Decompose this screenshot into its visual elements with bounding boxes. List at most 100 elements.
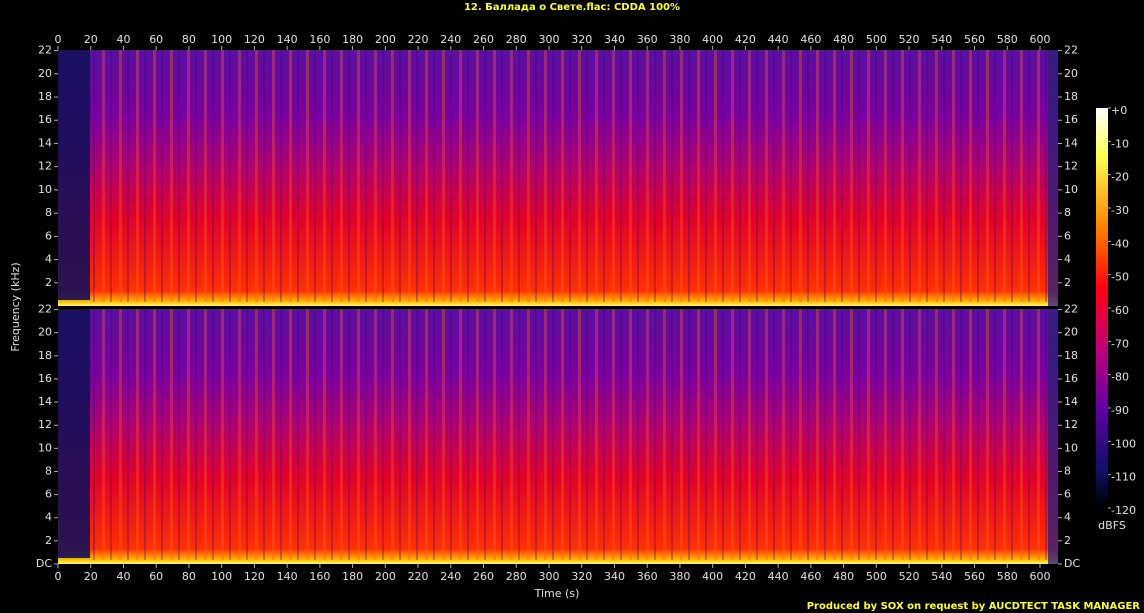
y-tick-label: 4 xyxy=(1064,511,1071,524)
x-tick-label: 40 xyxy=(116,570,130,583)
x-tick-label: 0 xyxy=(55,570,62,583)
x-tick-label: 480 xyxy=(833,33,854,46)
x-tick-label: 180 xyxy=(342,570,363,583)
x-tick-label: 520 xyxy=(899,570,920,583)
colorbar-tick-label: -50 xyxy=(1111,271,1129,284)
x-tick-label: 120 xyxy=(244,33,265,46)
y-tick-label: 4 xyxy=(45,511,52,524)
y-tick-label: 6 xyxy=(1064,488,1071,501)
x-tick-label: 260 xyxy=(473,570,494,583)
colorbar-tick-label: -120 xyxy=(1111,504,1136,517)
x-tick-label: 500 xyxy=(866,33,887,46)
colorbar-tick-label: -110 xyxy=(1111,471,1136,484)
x-tick-label: 60 xyxy=(149,570,163,583)
x-tick-label: 140 xyxy=(277,33,298,46)
x-tick-label: 580 xyxy=(997,570,1018,583)
y-tick-label: 18 xyxy=(38,349,52,362)
colorbar xyxy=(1096,108,1108,508)
colorbar-tick-label: -80 xyxy=(1111,371,1129,384)
y-tick-label: 14 xyxy=(1064,136,1078,149)
x-tick-label: 540 xyxy=(931,33,952,46)
footer: Produced by SOX on request by AUCDTECT T… xyxy=(807,601,1141,612)
x-tick-label: 380 xyxy=(669,570,690,583)
x-tick-label: 420 xyxy=(735,570,756,583)
x-tick-label: 200 xyxy=(375,33,396,46)
y-tick-label: 16 xyxy=(38,372,52,385)
y-axis-label: Frequency (kHz) xyxy=(9,262,22,351)
x-tick-label: 180 xyxy=(342,33,363,46)
y-tick-label: 12 xyxy=(1064,160,1078,173)
x-tick-label: 440 xyxy=(768,33,789,46)
y-tick-label: 8 xyxy=(45,464,52,477)
y-tick-label: 18 xyxy=(1064,90,1078,103)
x-tick-label: 300 xyxy=(538,33,559,46)
y-tick-label: 10 xyxy=(38,183,52,196)
colorbar-tick-label: -40 xyxy=(1111,237,1129,250)
x-tick-label: 0 xyxy=(55,33,62,46)
colorbar-label: dBFS xyxy=(1098,519,1126,532)
x-tick-label: 100 xyxy=(211,33,232,46)
x-tick-label: 380 xyxy=(669,33,690,46)
x-axis-label: Time (s) xyxy=(534,587,580,600)
x-tick-label: 220 xyxy=(408,570,429,583)
y-tick-label: 22 xyxy=(38,44,52,57)
y-tick-label: 2 xyxy=(1064,534,1071,547)
y-tick-label: 12 xyxy=(38,418,52,431)
y-tick-label: 20 xyxy=(1064,67,1078,80)
x-tick-label: 600 xyxy=(1029,33,1050,46)
y-tick-label: 2 xyxy=(45,276,52,289)
colorbar-tick-label: -20 xyxy=(1111,171,1129,184)
colorbar-tick-label: -30 xyxy=(1111,204,1129,217)
y-tick-label: 20 xyxy=(1064,326,1078,339)
y-tick-label: 22 xyxy=(38,303,52,316)
x-tick-label: 480 xyxy=(833,570,854,583)
colorbar-tick-label: -90 xyxy=(1111,404,1129,417)
y-tick-label: 2 xyxy=(1064,276,1071,289)
y-tick-label: 8 xyxy=(1064,464,1071,477)
y-tick-label: 6 xyxy=(45,229,52,242)
x-tick-label: 220 xyxy=(408,33,429,46)
x-tick-label: 560 xyxy=(964,570,985,583)
x-tick-label: 240 xyxy=(440,570,461,583)
x-tick-label: 60 xyxy=(149,33,163,46)
colorbar-tick-label: -100 xyxy=(1111,437,1136,450)
x-tick-label: 420 xyxy=(735,33,756,46)
x-tick-label: 540 xyxy=(931,570,952,583)
fade-region xyxy=(1048,50,1058,306)
y-tick-label: 20 xyxy=(38,67,52,80)
y-tick-label: 14 xyxy=(38,136,52,149)
y-tick-label: 6 xyxy=(45,488,52,501)
y-tick-label: 8 xyxy=(45,206,52,219)
y-tick-label: 12 xyxy=(38,160,52,173)
y-tick-label: 10 xyxy=(1064,441,1078,454)
y-tick-label: 22 xyxy=(1064,303,1078,316)
x-tick-label: 140 xyxy=(277,570,298,583)
x-tick-label: 400 xyxy=(702,33,723,46)
x-tick-label: 200 xyxy=(375,570,396,583)
x-tick-label: 560 xyxy=(964,33,985,46)
y-tick-label: 16 xyxy=(1064,372,1078,385)
y-tick-label: 10 xyxy=(1064,183,1078,196)
colorbar-tick-label: -10 xyxy=(1111,137,1129,150)
colorbar-tick-label: -70 xyxy=(1111,337,1129,350)
x-tick-label: 20 xyxy=(84,570,98,583)
x-tick-label: 500 xyxy=(866,570,887,583)
y-tick-label: 22 xyxy=(1064,44,1078,57)
y-tick-label: 8 xyxy=(1064,206,1071,219)
x-tick-label: 440 xyxy=(768,570,789,583)
y-tick-label: 16 xyxy=(1064,113,1078,126)
x-tick-label: 320 xyxy=(571,33,592,46)
x-tick-label: 320 xyxy=(571,570,592,583)
colorbar-tick-label: +0 xyxy=(1111,104,1127,117)
y-tick-label: 4 xyxy=(1064,253,1071,266)
x-tick-label: 300 xyxy=(538,570,559,583)
x-tick-label: 360 xyxy=(637,33,658,46)
x-tick-label: 40 xyxy=(116,33,130,46)
silence-region xyxy=(58,309,90,558)
y-tick-label: 12 xyxy=(1064,418,1078,431)
y-tick-label: 6 xyxy=(1064,229,1071,242)
y-tick-label: 14 xyxy=(1064,395,1078,408)
colorbar-tick-label: -60 xyxy=(1111,304,1129,317)
x-tick-label: 120 xyxy=(244,570,265,583)
